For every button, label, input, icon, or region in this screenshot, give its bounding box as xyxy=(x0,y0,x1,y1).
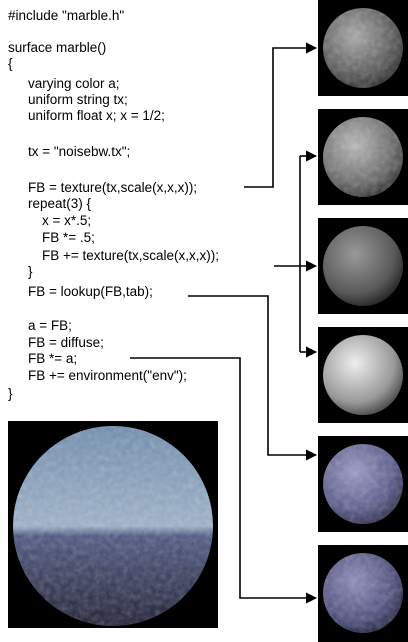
arrows xyxy=(130,42,318,604)
sphere-texture xyxy=(13,426,213,626)
code-line: uniform float x; x = 1/2; xyxy=(28,108,165,123)
code-line: } xyxy=(28,264,33,279)
code-line: varying color a; xyxy=(28,76,120,91)
code-line: FB += texture(tx,scale(x,x,x)); xyxy=(42,248,219,263)
arrow xyxy=(244,42,318,188)
code-line: x = x*.5; xyxy=(42,213,91,228)
code-line: FB *= .5; xyxy=(42,230,95,245)
code-line: #include "marble.h" xyxy=(8,8,124,23)
code-line: } xyxy=(8,386,13,401)
arrow xyxy=(130,357,318,604)
code-line: tx = "noisebw.tx"; xyxy=(28,144,130,159)
sphere-texture xyxy=(323,553,403,633)
sphere xyxy=(323,226,403,306)
code-line: FB *= a; xyxy=(28,351,77,366)
sphere-texture xyxy=(323,117,403,197)
code-line: surface marble() xyxy=(8,40,106,55)
final-render xyxy=(8,421,218,628)
code-line: FB = lookup(FB,tab); xyxy=(28,284,153,299)
code-line: FB = diffuse; xyxy=(28,335,104,350)
code-line: FB = texture(tx,scale(x,x,x)); xyxy=(28,180,197,195)
sphere xyxy=(323,335,403,415)
code-line: { xyxy=(8,56,13,71)
code-listing: #include "marble.h" surface marble(){ vary… xyxy=(8,8,219,401)
sphere-texture xyxy=(323,8,403,88)
code-line: FB += environment("env"); xyxy=(28,368,187,383)
sphere-texture xyxy=(323,444,403,524)
code-line: a = FB; xyxy=(28,318,72,333)
code-line: uniform string tx; xyxy=(28,92,128,107)
arrow xyxy=(188,295,318,461)
thumbnails xyxy=(318,0,408,642)
code-line: repeat(3) { xyxy=(28,196,92,211)
